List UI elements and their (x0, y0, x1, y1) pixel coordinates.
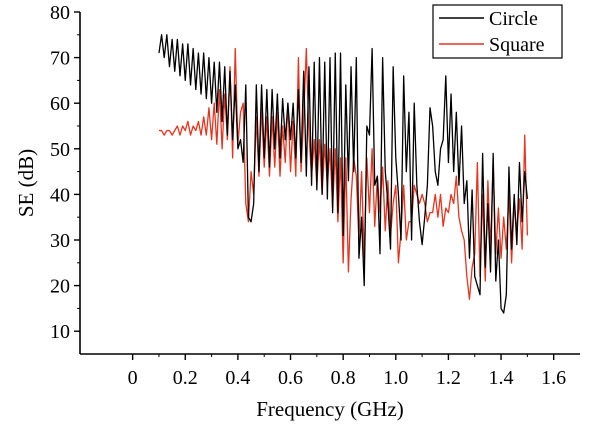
x-axis-ticks: 0 0.2 0.4 0.6 0.8 1.0 1.2 1.4 1.6 (128, 354, 566, 389)
series-line-square (158, 47, 529, 300)
legend-box (432, 4, 563, 59)
x-tick-label: 0.6 (278, 367, 303, 389)
x-tick-label: 1.6 (541, 367, 566, 389)
y-tick-label: 40 (50, 184, 70, 206)
legend-label-square: Square (489, 34, 545, 56)
x-tick-label: 0 (128, 367, 138, 389)
legend-label-circle: Circle (489, 8, 538, 30)
y-tick-label: 50 (50, 139, 70, 161)
y-tick-label: 30 (50, 230, 70, 252)
y-tick-label: 80 (50, 2, 70, 24)
series-group (158, 34, 529, 314)
x-axis-title: Frequency (GHz) (256, 397, 404, 421)
x-tick-label: 0.4 (225, 367, 250, 389)
x-tick-label: 0.8 (331, 367, 356, 389)
series-line-circle (158, 34, 529, 314)
legend: Circle Square (432, 4, 563, 59)
y-tick-label: 60 (50, 93, 70, 115)
x-tick-label: 1.0 (383, 367, 408, 389)
x-tick-label: 1.4 (489, 367, 514, 389)
y-axis-ticks: 10 20 30 40 50 60 70 80 (50, 2, 80, 343)
x-tick-label: 1.2 (436, 367, 461, 389)
y-tick-label: 70 (50, 48, 70, 70)
y-tick-label: 10 (50, 321, 70, 343)
y-tick-label: 20 (50, 276, 70, 298)
x-tick-label: 0.2 (173, 367, 198, 389)
y-axis-title: SE (dB) (14, 149, 38, 217)
